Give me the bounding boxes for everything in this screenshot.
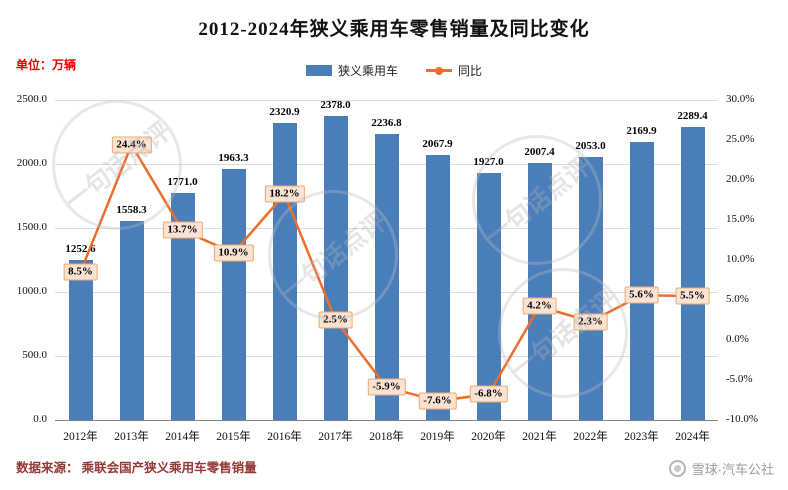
bar <box>323 115 348 420</box>
left-axis-tick: 500.0 <box>22 349 47 361</box>
bar-value-label: 1963.3 <box>218 151 249 164</box>
x-axis-label: 2012年 <box>63 431 98 443</box>
xueqiu-logo-icon <box>668 460 686 477</box>
bar-value-label: 2169.9 <box>626 125 657 138</box>
bar <box>272 122 297 420</box>
x-axis-label: 2020年 <box>471 431 506 443</box>
source-note: 数据来源： 乘联会国产狭义乘用车零售销量 <box>16 461 257 475</box>
line-value-label: -6.8% <box>469 385 508 403</box>
bar <box>527 163 552 420</box>
x-axis-label: 2021年 <box>522 431 557 443</box>
x-axis-label: 2013年 <box>114 431 149 443</box>
x-axis-label: 2016年 <box>267 431 302 443</box>
line-value-label: 2.3% <box>573 313 608 331</box>
x-axis-line <box>55 420 718 421</box>
bar-value-label: 2236.8 <box>371 116 402 129</box>
x-axis-label: 2015年 <box>216 431 251 443</box>
bar-value-label: 2378.0 <box>320 98 351 111</box>
attribution: 雪球·汽车公社 <box>668 459 774 478</box>
line-value-label: -7.6% <box>418 392 457 410</box>
line-value-label: 24.4% <box>111 136 152 154</box>
legend-item-line: 同比 <box>426 62 482 79</box>
right-axis-tick: 30.0% <box>726 93 755 105</box>
x-axis-label: 2024年 <box>675 431 710 443</box>
bar-value-label: 1927.0 <box>473 156 504 169</box>
left-axis-tick: 2000.0 <box>16 157 47 169</box>
bar <box>425 155 450 420</box>
bar-value-label: 1771.0 <box>167 176 198 189</box>
bar <box>578 157 603 420</box>
bar <box>68 259 93 420</box>
line-value-label: 13.7% <box>162 221 203 239</box>
right-axis-tick: 10.0% <box>726 253 755 265</box>
bar <box>221 168 246 420</box>
line-value-label: -5.9% <box>367 378 406 396</box>
right-axis-tick: 20.0% <box>726 173 755 185</box>
line-value-label: 5.5% <box>675 287 710 305</box>
bar-value-label: 2053.0 <box>575 140 606 153</box>
bar <box>476 173 501 420</box>
bar-value-label: 2320.9 <box>269 105 300 118</box>
right-axis-tick: 25.0% <box>726 133 755 145</box>
bar-value-label: 1252.6 <box>65 242 96 255</box>
legend-item-bar: 狭义乘用车 <box>305 62 398 79</box>
grid-line <box>55 100 718 101</box>
bar-value-label: 2007.4 <box>524 146 555 159</box>
line-value-label: 5.6% <box>624 286 659 304</box>
legend: 狭义乘用车 同比 <box>0 62 788 79</box>
x-axis-label: 2014年 <box>165 431 200 443</box>
bar <box>119 220 144 420</box>
x-axis-label: 2019年 <box>420 431 455 443</box>
bar-value-label: 2067.9 <box>422 138 453 151</box>
right-axis-tick: 5.0% <box>726 293 749 305</box>
left-axis-tick: 1500.0 <box>16 221 47 233</box>
bar-value-label: 1558.3 <box>116 203 147 216</box>
line-value-label: 8.5% <box>63 263 98 281</box>
line-value-label: 2.5% <box>318 311 353 329</box>
line-value-label: 4.2% <box>522 297 557 315</box>
x-axis-label: 2023年 <box>624 431 659 443</box>
left-axis-tick: 0.0 <box>33 413 47 425</box>
x-axis-label: 2018年 <box>369 431 404 443</box>
line-swatch-icon <box>426 69 452 72</box>
line-value-label: 10.9% <box>213 244 254 262</box>
bar-value-label: 2289.4 <box>677 109 708 122</box>
right-axis-tick: 0.0% <box>726 333 749 345</box>
right-axis-tick: -5.0% <box>726 373 753 385</box>
bar <box>374 133 399 420</box>
left-axis-tick: 1000.0 <box>16 285 47 297</box>
attribution-text: 雪球·汽车公社 <box>691 462 774 477</box>
x-axis-label: 2022年 <box>573 431 608 443</box>
legend-bar-label: 狭义乘用车 <box>337 64 398 78</box>
bar <box>680 126 705 420</box>
line-value-label: 18.2% <box>264 185 305 203</box>
right-axis-tick: 15.0% <box>726 213 755 225</box>
x-axis-label: 2017年 <box>318 431 353 443</box>
right-axis-tick: -10.0% <box>726 413 759 425</box>
chart-title: 2012-2024年狭义乘用车零售销量及同比变化 <box>198 19 590 40</box>
unit-label: 单位：万辆 <box>16 58 77 72</box>
left-axis-tick: 2500.0 <box>16 93 47 105</box>
bar-swatch-icon <box>305 65 332 76</box>
legend-line-label: 同比 <box>458 64 483 78</box>
bar <box>629 142 654 420</box>
